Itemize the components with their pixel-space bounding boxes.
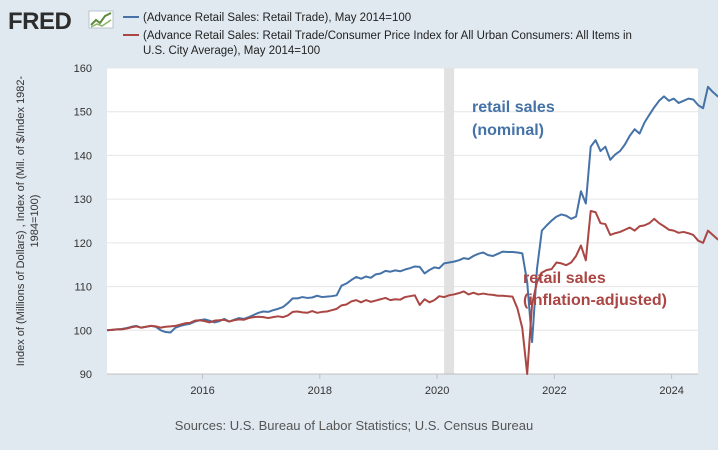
series-line-real	[106, 209, 718, 375]
legend: (Advance Retail Sales: Retail Trade), Ma…	[123, 12, 632, 57]
y-axis-label-line2: 1984=100)	[29, 195, 41, 248]
y-axis: 90 100 110 120 130 140 150 160	[74, 63, 92, 381]
legend-item-nominal[interactable]: (Advance Retail Sales: Retail Trade), Ma…	[123, 12, 411, 24]
annotation-nominal-line1: retail sales	[472, 99, 555, 116]
annotation-real: retail sales (inflation-adjusted)	[523, 270, 667, 309]
legend-label-real-line1: (Advance Retail Sales: Retail Trade/Cons…	[143, 30, 632, 42]
sources-text: Sources: U.S. Bureau of Labor Statistics…	[175, 418, 533, 433]
x-tick-label: 2020	[425, 385, 449, 397]
y-axis-label-line1: Index of (Millions of Dollars) , Index o…	[15, 75, 27, 366]
fred-chart-icon	[88, 10, 114, 29]
y-tick-label: 100	[74, 325, 92, 337]
fred-logo[interactable]: FRED	[8, 8, 114, 35]
plot-area	[107, 68, 698, 374]
x-tick-label: 2022	[542, 385, 566, 397]
series-lines	[106, 85, 718, 375]
y-tick-label: 120	[74, 238, 92, 250]
y-axis-label: Index of (Millions of Dollars) , Index o…	[15, 75, 41, 366]
x-tick-label: 2016	[190, 385, 214, 397]
y-tick-label: 90	[80, 369, 92, 381]
recession-shading	[444, 68, 455, 374]
y-tick-label: 140	[74, 150, 92, 162]
y-tick-label: 160	[74, 63, 92, 75]
x-tick-label: 2024	[659, 385, 683, 397]
y-tick-label: 150	[74, 107, 92, 119]
annotation-nominal-line2: (nominal)	[472, 122, 544, 139]
annotation-real-line2: (inflation-adjusted)	[523, 292, 667, 309]
legend-label-real-line2: U.S. City Average), May 2014=100	[143, 45, 320, 57]
x-axis: 2016 2018 2020 2022 2024	[107, 373, 698, 397]
annotation-nominal: retail sales (nominal)	[472, 99, 555, 139]
legend-label-nominal: (Advance Retail Sales: Retail Trade), Ma…	[143, 12, 411, 24]
annotation-real-line1: retail sales	[523, 270, 606, 287]
legend-item-real[interactable]: (Advance Retail Sales: Retail Trade/Cons…	[123, 30, 632, 57]
y-tick-label: 110	[74, 282, 92, 294]
x-tick-label: 2018	[308, 385, 332, 397]
fred-logo-text: FRED	[8, 8, 72, 35]
y-tick-label: 130	[74, 194, 92, 206]
